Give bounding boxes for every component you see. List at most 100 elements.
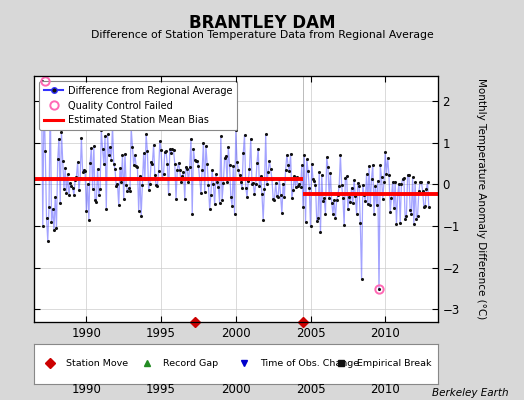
Point [195,176,204,182]
Point [343,173,351,180]
Point [241,132,249,138]
Point [297,184,305,191]
Point [203,160,211,167]
Point [271,180,280,186]
Point [304,168,312,174]
Point [73,159,82,165]
Point [221,154,229,161]
Point [59,158,67,165]
Point [244,178,253,184]
Point [290,173,299,179]
Point [47,219,56,225]
Point [330,197,339,203]
Point [280,194,289,200]
Point [300,152,309,158]
Point [213,179,221,186]
Point [370,211,378,217]
Point [208,167,216,174]
Point [117,179,125,185]
Point [396,219,405,226]
Point [122,182,130,188]
Point [400,175,408,182]
Point [355,183,363,189]
Point [339,194,347,201]
Point [192,157,200,164]
Point [218,196,226,203]
Point [201,189,209,196]
Text: 1990: 1990 [71,383,101,396]
Point [403,172,412,178]
Point [318,172,326,178]
Point [99,146,107,152]
Point [309,176,317,182]
Point [49,206,57,213]
Point [146,180,154,187]
Point [193,158,201,164]
Point [346,199,355,205]
Point [250,191,259,198]
Point [377,174,386,180]
Point [331,215,340,221]
Point [278,210,286,217]
Point [284,162,292,168]
Point [61,165,69,172]
Point [116,165,124,171]
Point [45,204,53,210]
Text: BRANTLEY DAM: BRANTLEY DAM [189,14,335,32]
Point [291,184,300,190]
Text: Record Gap: Record Gap [163,359,219,368]
Point [223,179,231,185]
Point [92,198,101,205]
Point [107,157,115,164]
Point [41,148,49,154]
Point [105,152,113,158]
Point [348,200,357,206]
Point [93,166,102,172]
Point [288,195,296,201]
Point [169,147,178,154]
Point [128,144,137,150]
Point [226,194,235,200]
Point [315,169,323,175]
Point [106,144,114,150]
Point [137,212,145,219]
Point [239,150,247,156]
Point [385,172,393,178]
Point [168,145,177,152]
Point [147,159,155,165]
Point [388,179,397,185]
Point [198,166,206,173]
Point [292,174,301,180]
Point [103,131,112,138]
Point [305,185,313,191]
Point [113,181,122,187]
Text: Empirical Break: Empirical Break [357,359,431,368]
Point [344,206,352,213]
Point [86,160,94,166]
Point [392,220,401,227]
Point [387,194,396,201]
Point [269,196,277,202]
Point [258,191,266,197]
Point [222,153,230,159]
Point [209,181,217,188]
Point [115,202,123,209]
Text: 1995: 1995 [146,383,176,396]
Point [212,171,220,178]
Point [357,276,366,283]
Point [397,181,406,188]
Point [277,192,285,198]
Point [215,200,224,206]
Point [178,173,187,180]
Point [380,179,388,185]
Point [267,166,275,173]
Point [199,140,208,146]
Point [260,185,269,192]
Point [248,180,256,187]
Point [358,182,367,188]
Point [155,168,163,174]
Point [89,186,97,192]
Point [87,144,95,151]
Point [285,168,293,174]
Point [301,219,310,225]
